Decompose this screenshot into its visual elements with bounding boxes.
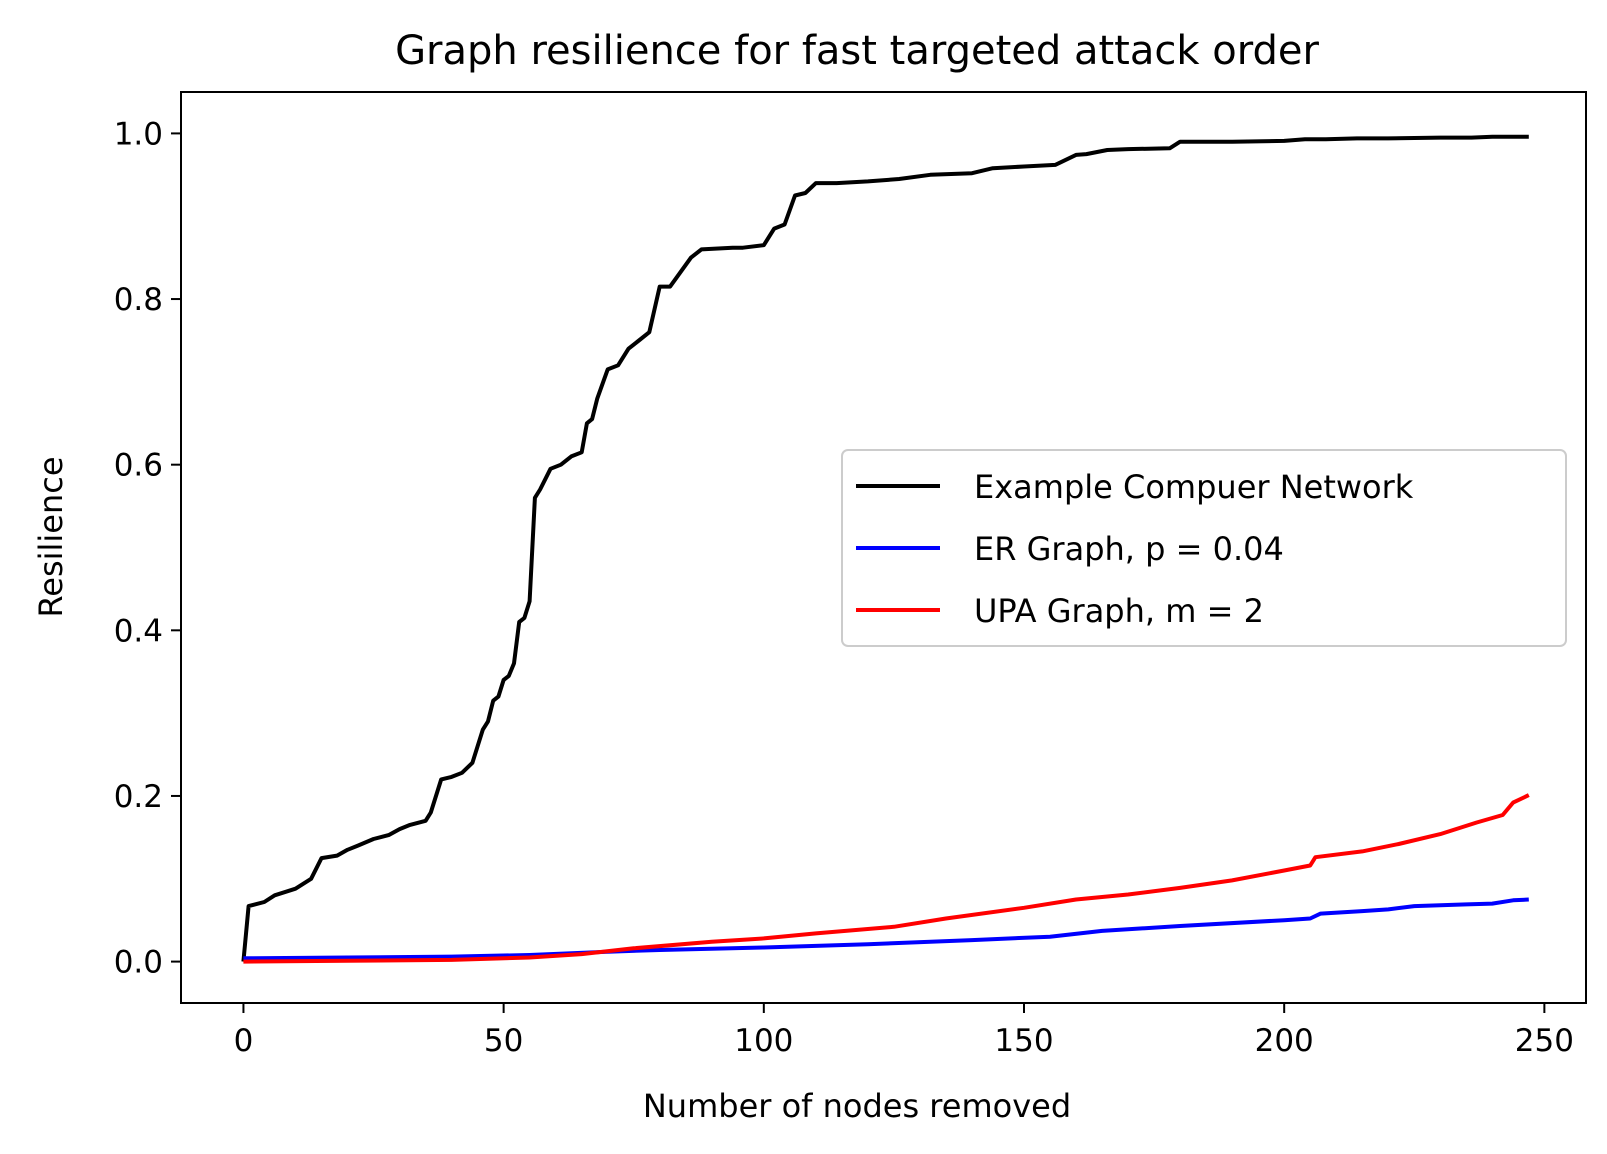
y-tick-label: 0.6 bbox=[114, 448, 163, 484]
x-tick-label: 100 bbox=[734, 1023, 793, 1059]
x-axis-label: Number of nodes removed bbox=[643, 1087, 1071, 1125]
plot-area bbox=[180, 91, 1587, 1004]
y-tick-label: 0.0 bbox=[114, 945, 163, 981]
chart-title: Graph resilience for fast targeted attac… bbox=[395, 28, 1319, 74]
series-line-example-compuer-network bbox=[241, 134, 1529, 962]
legend-label-er-graph-p-0-04: ER Graph, p = 0.04 bbox=[974, 530, 1284, 568]
y-tick-label: 0.4 bbox=[114, 613, 163, 649]
y-tick-label: 0.2 bbox=[114, 779, 163, 815]
x-tick-label: 150 bbox=[994, 1023, 1053, 1059]
x-tick-label: 0 bbox=[234, 1023, 254, 1059]
legend-label-example-compuer-network: Example Compuer Network bbox=[974, 468, 1414, 506]
y-tick-label: 1.0 bbox=[114, 116, 163, 152]
x-tick-label: 50 bbox=[484, 1023, 523, 1059]
x-tick-label: 250 bbox=[1515, 1023, 1574, 1059]
x-axis: 0 50 100 150 200 250 bbox=[234, 1003, 1574, 1059]
legend: Example Compuer Network ER Graph, p = 0.0… bbox=[841, 449, 1567, 647]
legend-label-upa-graph-m-2: UPA Graph, m = 2 bbox=[974, 592, 1264, 630]
axes-frame bbox=[180, 91, 1587, 1004]
y-axis-label: Resilience bbox=[32, 456, 70, 617]
series-line-upa-graph-m-2 bbox=[243, 793, 1530, 964]
series-layer bbox=[241, 134, 1530, 964]
legend-box bbox=[841, 449, 1567, 647]
x-tick-label: 200 bbox=[1255, 1023, 1314, 1059]
y-axis: 0.0 0.2 0.4 0.6 0.8 1.0 bbox=[114, 116, 181, 981]
y-tick-label: 0.8 bbox=[114, 282, 163, 318]
